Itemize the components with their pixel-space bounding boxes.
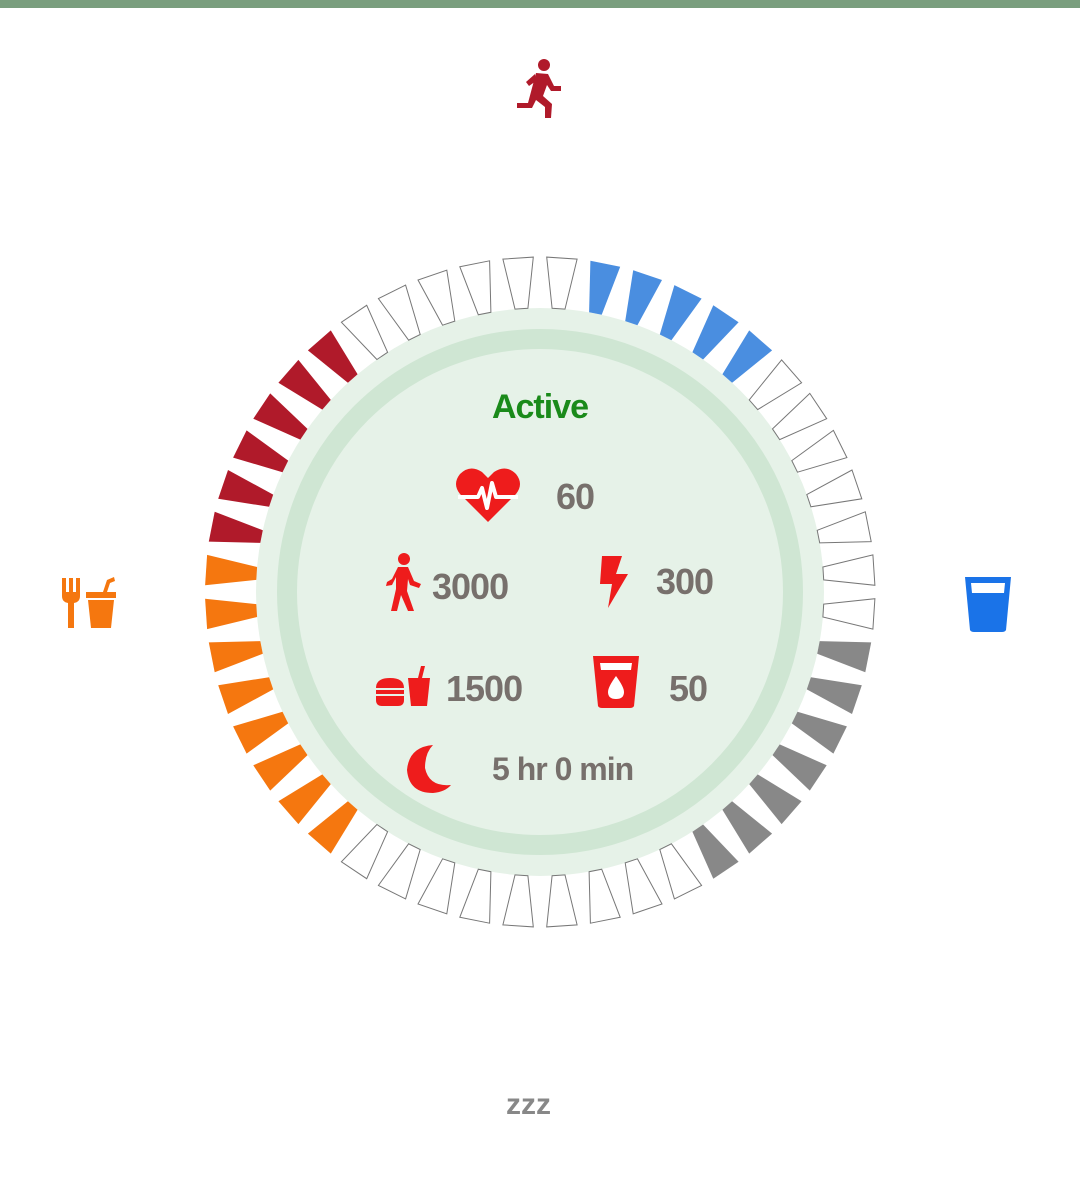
food-segment (205, 598, 258, 630)
food-segment (233, 711, 289, 754)
food-drink-icon[interactable] (60, 576, 120, 630)
activity-segment (502, 256, 534, 310)
lightning-icon (600, 556, 628, 608)
steps-value: 3000 (432, 566, 509, 607)
water-segment (816, 511, 872, 544)
sleep-segment (624, 858, 663, 915)
sleep-segment (749, 774, 802, 825)
sleep-segment (588, 868, 621, 924)
water-segment (822, 598, 876, 630)
sleep-segment (772, 744, 827, 791)
water-segment (589, 260, 621, 315)
food-segment (377, 843, 421, 900)
sleep-value: 5 hr 0 min (492, 751, 634, 787)
sleep-segment (817, 641, 872, 673)
zzz-label: zzz (506, 1088, 551, 1118)
water-segment (659, 285, 702, 341)
activity-segment (253, 393, 308, 440)
sleep-segment (722, 801, 773, 854)
burger-drink-icon (376, 666, 430, 706)
food-segment (218, 677, 274, 714)
activity-segment (278, 359, 331, 410)
heart-rate-icon (456, 468, 520, 522)
water-segment (806, 469, 863, 508)
activity-segment (459, 260, 492, 316)
food-segment (278, 774, 331, 825)
water-glass-icon[interactable] (962, 574, 1014, 634)
water-segment (625, 270, 662, 326)
sleep-segment (546, 874, 578, 928)
dial-inner-ring (277, 329, 803, 855)
sleep-segment (791, 711, 847, 754)
energy-value: 300 (656, 561, 714, 602)
activity-segment (307, 330, 358, 383)
running-icon[interactable] (512, 58, 564, 120)
status-label: Active (491, 388, 589, 426)
water-segment (692, 305, 739, 360)
food-segment (340, 823, 389, 880)
activity-segment (233, 430, 289, 473)
water-segment (791, 429, 848, 473)
sleep-segment (692, 824, 739, 879)
heart-rate-value: 60 (556, 476, 595, 517)
moon-icon (407, 745, 451, 793)
steps-walking-icon (386, 553, 421, 611)
sleep-segment (502, 874, 534, 928)
water-segment (722, 330, 773, 383)
food-segment (205, 554, 258, 586)
activity-segment (546, 256, 578, 310)
activity-segment (377, 284, 421, 341)
dial-segments (205, 256, 876, 928)
activity-segment (417, 269, 456, 326)
food-segment (459, 868, 492, 924)
food-segment (208, 641, 263, 673)
food-segment (253, 744, 308, 791)
food-segment (307, 801, 358, 854)
zzz-icon[interactable]: zzz (506, 1070, 576, 1118)
dial-outer-disc (256, 308, 824, 876)
sleep-segment (659, 843, 703, 900)
water-segment (822, 554, 876, 586)
water-segment (771, 392, 828, 441)
water-drop-glass-icon (593, 656, 639, 708)
activity-segment (218, 470, 274, 507)
activity-segment (340, 304, 389, 361)
food-segment (417, 858, 456, 915)
water-value: 50 (669, 668, 708, 709)
activity-segment (208, 511, 263, 543)
sleep-segment (806, 677, 862, 714)
food-calories-value: 1500 (446, 668, 523, 709)
water-segment (748, 359, 803, 411)
top-accent-bar (0, 0, 1080, 8)
